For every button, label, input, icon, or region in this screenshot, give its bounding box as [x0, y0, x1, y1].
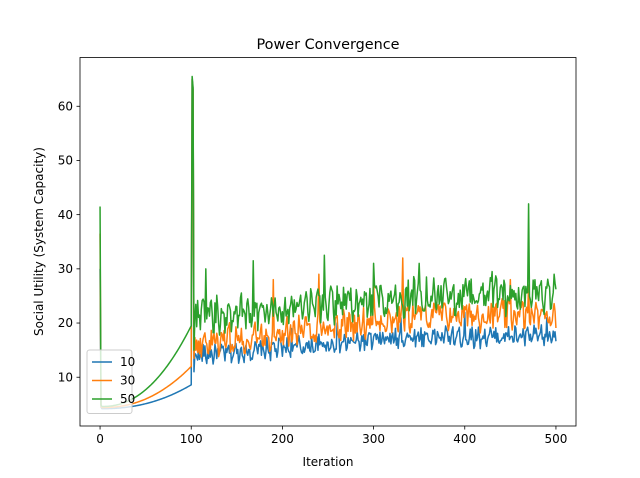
- x-axis: 0 100 200 300 400 500: [96, 426, 567, 446]
- x-tick-label: 200: [271, 432, 294, 446]
- legend: 10 30 50: [86, 349, 135, 414]
- plot-lines: [99, 75, 557, 410]
- y-tick-label: 10: [58, 370, 73, 384]
- series-line-10: [99, 78, 557, 410]
- x-tick-label: 100: [180, 432, 203, 446]
- y-tick-label: 30: [58, 262, 73, 276]
- y-tick-label: 20: [58, 316, 73, 330]
- y-tick-label: 50: [58, 154, 73, 168]
- x-tick-label: 0: [96, 432, 104, 446]
- x-tick-label: 400: [453, 432, 476, 446]
- y-axis: 10 20 30 40 50 60: [58, 99, 80, 384]
- y-axis-title: Social Utility (System Capacity): [32, 147, 46, 336]
- x-tick-label: 500: [544, 432, 567, 446]
- legend-label-30: 30: [120, 374, 135, 388]
- y-tick-label: 60: [58, 99, 73, 113]
- series-line-50: [99, 75, 557, 408]
- x-tick-label: 300: [362, 432, 385, 446]
- legend-label-10: 10: [120, 355, 135, 369]
- plot-frame: [79, 57, 577, 427]
- chart-title: Power Convergence: [257, 37, 400, 53]
- y-tick-label: 40: [58, 208, 73, 222]
- series-line-30: [99, 78, 557, 409]
- legend-box: [86, 349, 133, 414]
- x-axis-title: Iteration: [303, 455, 354, 469]
- legend-label-50: 50: [120, 392, 135, 406]
